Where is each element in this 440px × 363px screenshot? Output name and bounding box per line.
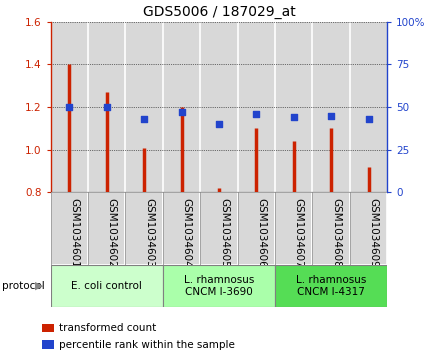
Point [253, 111, 260, 117]
Text: protocol: protocol [2, 281, 45, 291]
Bar [275, 265, 387, 307]
Point [178, 109, 185, 115]
Bar [42, 340, 54, 349]
Bar [88, 192, 125, 265]
Text: GSM1034605: GSM1034605 [219, 198, 229, 268]
Text: GSM1034602: GSM1034602 [107, 198, 117, 268]
Bar [125, 22, 163, 192]
Bar [88, 22, 125, 192]
Bar [275, 22, 312, 192]
Bar [163, 22, 200, 192]
Text: L. rhamnosus
CNCM I-3690: L. rhamnosus CNCM I-3690 [184, 275, 254, 297]
Bar [51, 192, 88, 265]
Bar [350, 22, 387, 192]
Text: L. rhamnosus
CNCM I-4317: L. rhamnosus CNCM I-4317 [296, 275, 366, 297]
Bar [275, 192, 312, 265]
Bar [200, 22, 238, 192]
Text: GSM1034606: GSM1034606 [256, 198, 266, 268]
Bar [238, 192, 275, 265]
Bar [51, 22, 88, 192]
Bar [163, 192, 200, 265]
Point [66, 104, 73, 110]
Title: GDS5006 / 187029_at: GDS5006 / 187029_at [143, 5, 295, 19]
Text: transformed count: transformed count [59, 323, 156, 333]
Bar [312, 192, 350, 265]
Text: percentile rank within the sample: percentile rank within the sample [59, 340, 235, 350]
Point [103, 104, 110, 110]
Point [290, 114, 297, 120]
Bar [350, 192, 387, 265]
Text: E. coli control: E. coli control [71, 281, 142, 291]
Text: GSM1034609: GSM1034609 [368, 198, 378, 268]
Bar [125, 192, 163, 265]
Bar [163, 265, 275, 307]
Text: GSM1034604: GSM1034604 [181, 198, 191, 268]
Point [216, 121, 222, 127]
Bar [200, 192, 238, 265]
Bar [42, 324, 54, 332]
Text: GSM1034608: GSM1034608 [331, 198, 341, 268]
Text: GSM1034607: GSM1034607 [294, 198, 304, 268]
Text: GSM1034601: GSM1034601 [70, 198, 79, 268]
Point [327, 113, 335, 118]
Point [141, 116, 148, 122]
Text: ▶: ▶ [35, 281, 44, 291]
Text: GSM1034603: GSM1034603 [144, 198, 154, 268]
Bar [312, 22, 350, 192]
Bar [238, 22, 275, 192]
Point [365, 116, 372, 122]
Bar [51, 265, 163, 307]
